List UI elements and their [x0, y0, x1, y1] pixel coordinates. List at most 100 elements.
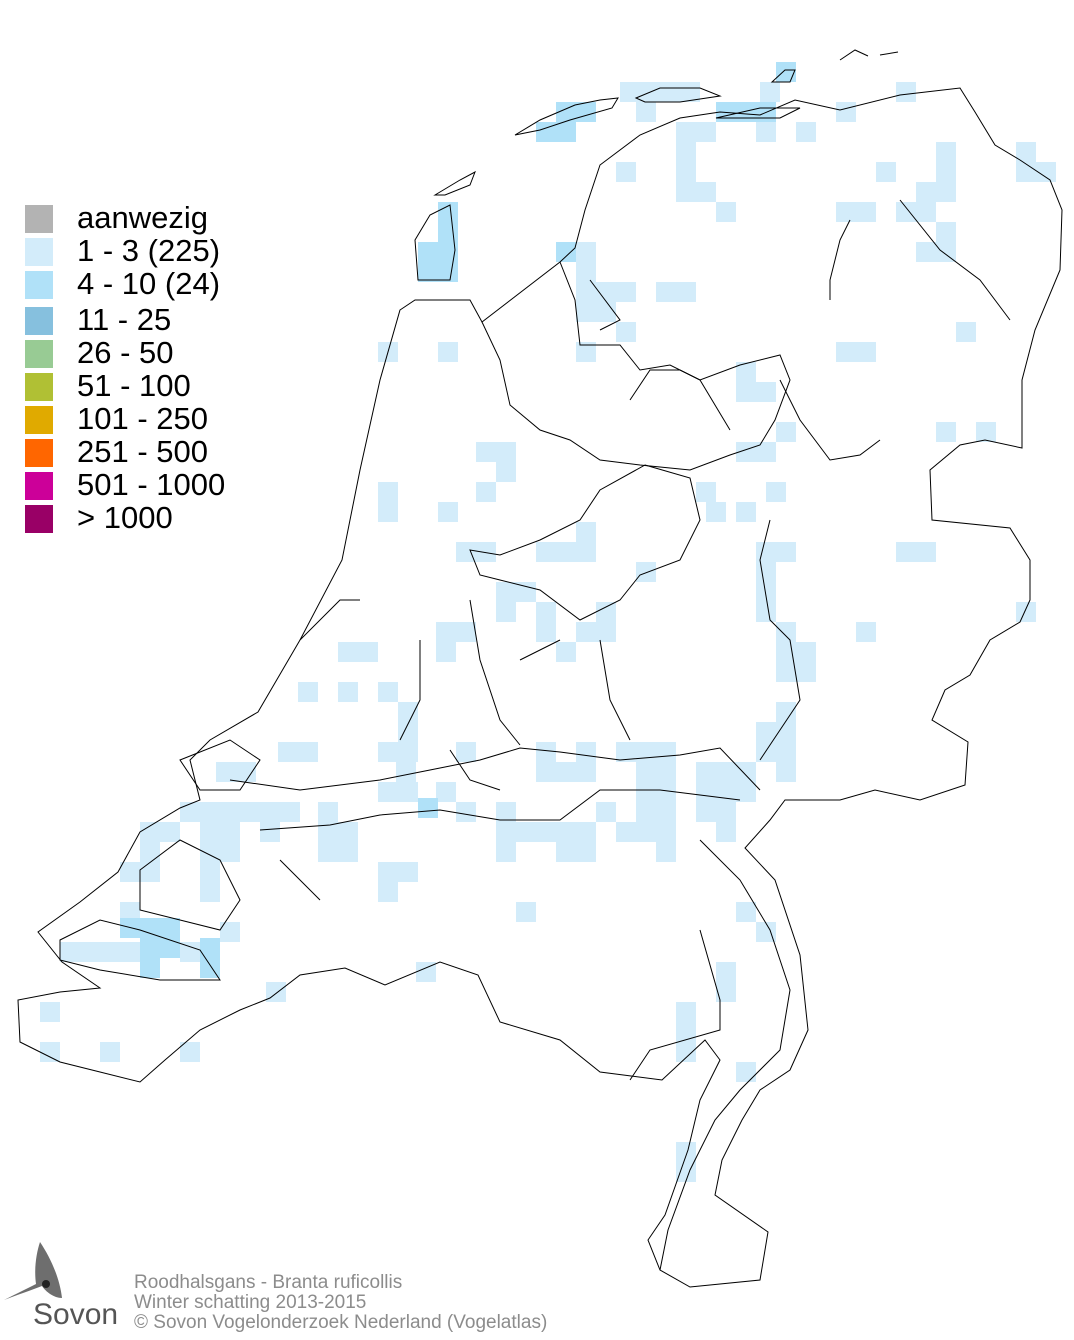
grid-cell: [456, 802, 476, 822]
grid-cell: [696, 482, 716, 502]
grid-cell: [776, 742, 796, 762]
grid-cell: [398, 722, 418, 742]
grid-cell: [536, 122, 556, 142]
grid-cell: [636, 822, 656, 842]
grid-cell: [576, 762, 596, 782]
grid-cell: [696, 122, 716, 142]
legend-swatch: [25, 307, 53, 335]
legend-swatch: [25, 439, 53, 467]
legend-label: 501 - 1000: [77, 467, 226, 502]
mainland-outline: [17, 87, 1063, 1288]
grid-cell: [536, 622, 556, 642]
grid-cell: [776, 662, 796, 682]
grid-cell: [756, 602, 776, 622]
grid-cell: [576, 742, 596, 762]
grid-cell: [856, 202, 876, 222]
grid-cell: [140, 862, 160, 882]
grid-cell: [776, 702, 796, 722]
grid-cell: [260, 802, 280, 822]
grid-cell: [620, 82, 640, 102]
grid-cell: [456, 622, 476, 642]
grid-cell: [756, 442, 776, 462]
grid-cell: [676, 1142, 696, 1162]
grid-cell: [680, 82, 700, 102]
grid-cell: [736, 442, 756, 462]
grid-cell: [576, 842, 596, 862]
grid-cell: [776, 622, 796, 642]
grid-cell: [438, 342, 458, 362]
grid-cell: [836, 342, 856, 362]
grid-cell: [378, 882, 398, 902]
grid-cell: [636, 762, 656, 782]
grid-cell: [516, 822, 536, 842]
grid-cell: [120, 902, 140, 922]
swallow-icon: [4, 1242, 62, 1300]
zeeland-islands: [59, 739, 321, 981]
grid-cell: [556, 842, 576, 862]
grid-cell: [160, 918, 180, 938]
grid-cell: [706, 502, 726, 522]
grid-cell: [636, 102, 656, 122]
grid-cell: [756, 542, 776, 562]
grid-cell: [100, 942, 120, 962]
wadden-islands: [414, 49, 899, 281]
grid-cell: [756, 582, 776, 602]
species-name: Roodhalsgans - Branta ruficollis: [134, 1272, 403, 1293]
grid-cell: [576, 302, 596, 322]
grid-cell: [616, 822, 636, 842]
grid-cell: [776, 722, 796, 742]
grid-cell: [180, 802, 200, 822]
grid-cell: [496, 822, 516, 842]
grid-cell: [496, 602, 516, 622]
grid-cell: [338, 642, 358, 662]
grid-cell: [696, 802, 716, 822]
grid-cell: [318, 842, 338, 862]
grid-cell: [656, 802, 676, 822]
grid-cell: [956, 322, 976, 342]
legend-label: > 1000: [77, 500, 173, 535]
grid-cell: [200, 802, 220, 822]
grid-cell: [756, 562, 776, 582]
grid-cell: [1036, 162, 1056, 182]
grid-cell: [676, 142, 696, 162]
grid-cell: [656, 822, 676, 842]
flevoland-outline: [469, 464, 701, 621]
grid-cell: [936, 422, 956, 442]
grid-cell: [596, 282, 616, 302]
grid-cell: [260, 822, 280, 842]
grid-cell: [736, 902, 756, 922]
grid-cell: [936, 162, 956, 182]
grid-cell: [100, 1042, 120, 1062]
grid-cell: [266, 982, 286, 1002]
legend-label: 11 - 25: [77, 302, 172, 337]
legend-swatch: [25, 340, 53, 368]
grid-cell: [736, 502, 756, 522]
grid-cell: [318, 802, 338, 822]
grid-cell: [936, 222, 956, 242]
grid-cell: [656, 282, 676, 302]
legend-swatch: [25, 505, 53, 533]
grid-cell: [80, 942, 100, 962]
grid-cell: [358, 642, 378, 662]
grid-cell: [140, 938, 160, 958]
grid-cell: [378, 502, 398, 522]
grid-cell: [516, 902, 536, 922]
grid-cell: [556, 242, 576, 262]
grid-cell: [676, 1022, 696, 1042]
grid-cell: [120, 862, 140, 882]
grid-cell: [856, 342, 876, 362]
grid-cell: [676, 182, 696, 202]
grid-cell: [776, 62, 796, 82]
legend-swatch: [25, 472, 53, 500]
grid-cell: [496, 582, 516, 602]
grid-cell: [318, 822, 338, 842]
grid-cell: [378, 782, 398, 802]
grid-cell: [756, 382, 776, 402]
legend-swatch: [25, 238, 53, 266]
grid-cell: [298, 742, 318, 762]
grid-cell: [676, 122, 696, 142]
grid-cell: [576, 342, 596, 362]
grid-cell: [496, 802, 516, 822]
grid-cell: [716, 762, 736, 782]
grid-cell: [220, 822, 240, 842]
